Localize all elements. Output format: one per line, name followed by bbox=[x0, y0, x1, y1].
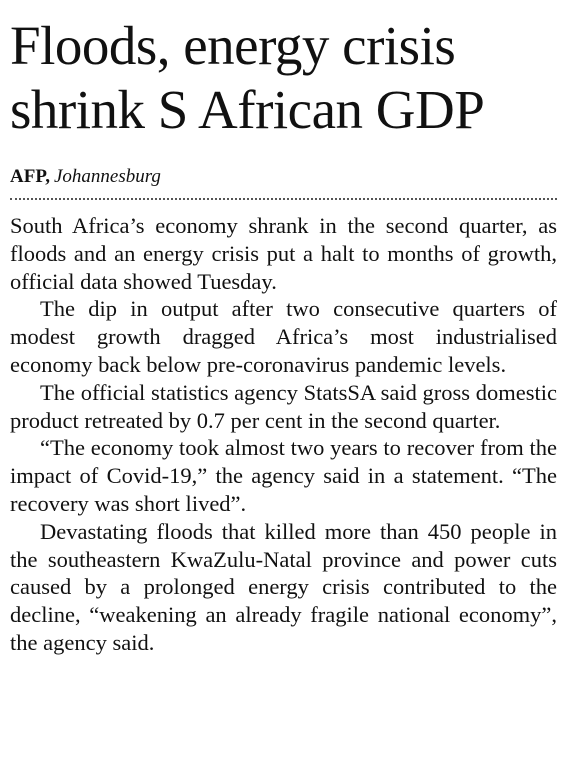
article-body: South Africa’s economy shrank in the sec… bbox=[10, 212, 557, 657]
paragraph: “The economy took almost two years to re… bbox=[10, 435, 557, 516]
paragraph: The dip in output after two consecutive … bbox=[10, 296, 557, 377]
byline-location: Johannesburg bbox=[53, 166, 161, 187]
paragraph: South Africa’s economy shrank in the sec… bbox=[10, 213, 557, 294]
byline: AFP, Johannesburg bbox=[10, 166, 557, 188]
headline-line: Floods, energy crisis bbox=[10, 15, 456, 76]
paragraph: The official statistics agency StatsSA s… bbox=[10, 379, 557, 433]
dotted-rule bbox=[10, 198, 557, 200]
headline: Floods, energy crisis shrink S African G… bbox=[10, 14, 557, 142]
paragraph: Devastating floods that killed more than… bbox=[10, 518, 557, 655]
headline-line: shrink S African GDP bbox=[10, 79, 485, 140]
byline-agency: AFP, bbox=[10, 166, 50, 187]
